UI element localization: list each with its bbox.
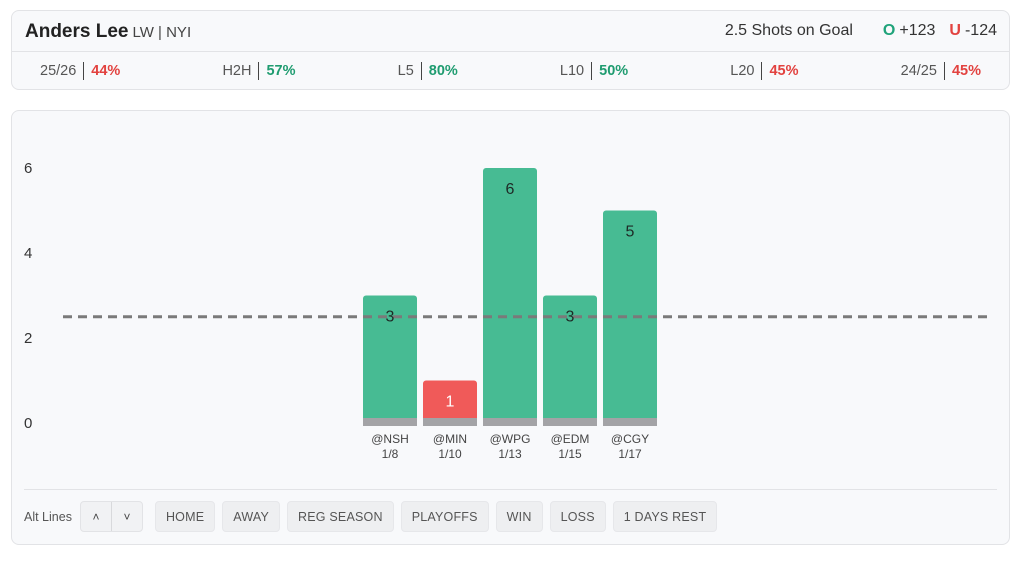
bar-value-label: 6 — [506, 181, 515, 198]
bar-min — [423, 380, 477, 424]
x-tick-opponent: @MIN — [433, 432, 467, 446]
x-tick-opponent: @EDM — [551, 432, 590, 446]
over-odds: +123 — [899, 22, 936, 39]
prop-label: 2.5 Shots on Goal — [724, 22, 853, 39]
player-header-card: Anders Lee LW | NYI 2.5 Shots on Goal O +… — [11, 10, 1010, 90]
bar-value-label: 1 — [446, 394, 455, 411]
stat-h2h[interactable]: H2H 57% — [222, 62, 296, 80]
footer-divider — [24, 489, 997, 490]
x-tick-opponent: @WPG — [490, 432, 531, 446]
filter-loss-button[interactable]: LOSS — [549, 501, 606, 532]
y-tick-label: 6 — [24, 160, 32, 177]
filter-away-button[interactable]: AWAY — [222, 501, 281, 532]
y-tick-label: 0 — [24, 415, 32, 432]
under-odds-button[interactable]: U -124 — [949, 22, 997, 40]
bar-base — [603, 418, 657, 426]
player-position-team: LW | NYI — [132, 24, 192, 41]
bar-value-label: 5 — [626, 224, 635, 241]
y-tick-label: 2 — [24, 330, 32, 347]
y-tick-label: 4 — [24, 245, 32, 262]
filter-rest-days-button[interactable]: 1 DAYS REST — [612, 501, 718, 532]
chevron-up-icon[interactable]: ˄ — [92, 509, 100, 524]
x-tick-date: 1/15 — [558, 447, 582, 461]
player-name: Anders Lee LW | NYI — [25, 21, 192, 42]
stat-l5[interactable]: L5 80% — [397, 62, 458, 80]
hit-rate-stats-row: 25/26 44% H2H 57% L5 80% L10 50% L20 45% 24/2… — [12, 52, 1009, 90]
x-tick-opponent: @NSH — [371, 432, 409, 446]
x-tick-date: 1/10 — [438, 447, 462, 461]
stat-l10[interactable]: L10 50% — [559, 62, 629, 80]
x-tick-date: 1/13 — [498, 447, 522, 461]
over-icon: O — [882, 22, 896, 39]
prop-line: 2.5 Shots on Goal O +123 U -124 — [725, 22, 997, 40]
game-log-chart-card: 0 2 4 6 3 @NSH 1/8 1 @MIN 1/10 6 @WPG 1/13 3 @EDM 1/15 5… — [11, 110, 1010, 545]
filter-win-button[interactable]: WIN — [495, 501, 543, 532]
x-tick-opponent: @CGY — [611, 432, 649, 446]
x-tick-date: 1/17 — [618, 447, 642, 461]
bar-wpg — [483, 168, 537, 424]
x-tick-date: 1/8 — [382, 447, 399, 461]
bar-edm — [543, 295, 597, 424]
filter-home-button[interactable]: HOME — [154, 501, 216, 532]
under-icon: U — [949, 22, 961, 39]
filter-playoffs-button[interactable]: PLAYOFFS — [400, 501, 489, 532]
bar-base — [543, 418, 597, 426]
bar-base — [363, 418, 417, 426]
chevron-down-icon[interactable]: ˅ — [110, 502, 142, 531]
over-odds-button[interactable]: O +123 — [883, 22, 936, 40]
filter-reg-season-button[interactable]: REG SEASON — [287, 501, 394, 532]
bar-base — [423, 418, 477, 426]
alt-lines-stepper: ˄ ˅ — [79, 501, 143, 532]
bar-nsh — [363, 295, 417, 424]
stat-season-2425[interactable]: 24/25 45% — [900, 62, 981, 80]
bar-base — [483, 418, 537, 426]
bar-cgy — [603, 210, 657, 424]
stat-season-2526[interactable]: 25/26 44% — [40, 62, 121, 80]
stat-l20[interactable]: L20 45% — [730, 62, 799, 80]
chart-filter-bar: Alt Lines ˄ ˅ HOME AWAY REG SEASON PLAYO… — [24, 501, 724, 532]
bar-value-label: 3 — [566, 309, 575, 326]
alt-lines-label: Alt Lines — [24, 509, 72, 524]
bar-value-label: 3 — [386, 309, 395, 326]
header-top-row: Anders Lee LW | NYI 2.5 Shots on Goal O +… — [12, 11, 1009, 52]
under-odds: -124 — [964, 22, 997, 39]
